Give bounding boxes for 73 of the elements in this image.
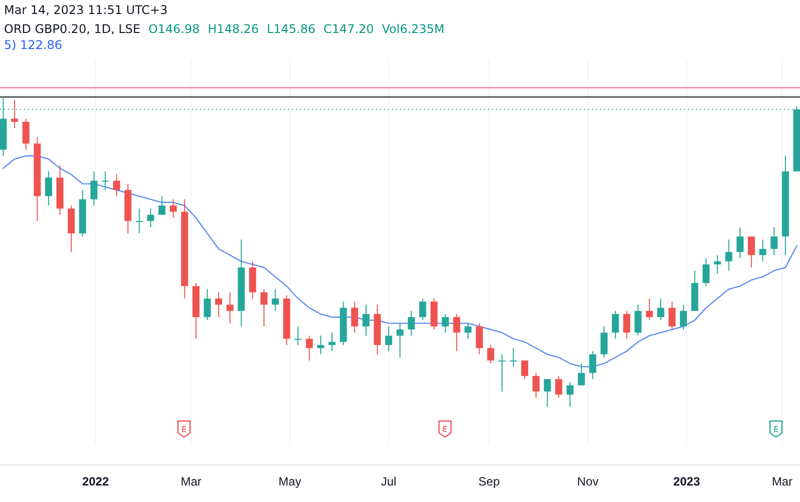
candlestick (487, 344, 494, 364)
candlestick (419, 298, 426, 321)
chart-title: ORD GBP0.20, 1D, LSE (4, 22, 140, 36)
candlestick (226, 292, 234, 324)
candlestick (294, 326, 302, 346)
x-tick-label: Jul (380, 474, 396, 489)
candlestick (147, 208, 154, 228)
candlestick (385, 326, 392, 352)
candlestick (680, 304, 687, 330)
candlestick (532, 372, 540, 398)
text: E (442, 425, 448, 434)
text: 5) 122.86 (4, 38, 62, 52)
candlestick (442, 314, 449, 334)
text: E (181, 425, 187, 434)
candlestick (600, 326, 608, 358)
candlestick (260, 288, 268, 327)
candlestick (521, 360, 528, 380)
candlestick (578, 363, 585, 386)
text: H148.26 (208, 22, 259, 36)
candlestick (272, 288, 279, 312)
candlestick (45, 170, 52, 206)
candlestick (623, 310, 630, 340)
x-tick-label: Mar (180, 474, 202, 489)
candlestick (714, 254, 721, 274)
candlestick (668, 301, 676, 330)
candlestick (328, 332, 336, 352)
text: C147.20 (323, 22, 374, 36)
candlestick (170, 198, 177, 218)
candlestick (102, 170, 109, 190)
candlestick (589, 350, 596, 380)
candlestick (215, 292, 222, 318)
x-tick-label: 2023 (673, 474, 700, 489)
candlestick (306, 335, 313, 361)
candlestick (204, 288, 211, 321)
candlestick (90, 170, 98, 206)
text: Vol6.235M (382, 22, 445, 36)
candlestick (22, 118, 30, 150)
candlestick (113, 174, 120, 197)
candlestick (317, 335, 324, 355)
candlestick (634, 304, 642, 336)
x-tick-label: Nov (577, 474, 599, 489)
candlestick (702, 258, 710, 287)
candlestick (362, 304, 370, 336)
candlestick (759, 239, 766, 262)
x-tick-label: Mar (772, 474, 793, 489)
candlestick (498, 354, 506, 392)
candlestick (657, 298, 664, 321)
candlestick (158, 196, 166, 216)
candlestick (770, 226, 778, 256)
x-tick-label: May (278, 474, 302, 489)
candlestick (453, 314, 460, 352)
text: O146.98 (148, 22, 200, 36)
candlestick (408, 310, 415, 336)
candlestick (725, 239, 732, 272)
candlestick (396, 322, 404, 358)
candlestick (555, 376, 562, 398)
candlestick (476, 322, 483, 355)
candlestick (11, 100, 18, 128)
x-tick-label: Sep (478, 474, 500, 489)
candlestick (464, 322, 472, 340)
text: E (773, 425, 779, 434)
candlestick (748, 236, 755, 268)
candlestick (510, 348, 517, 368)
candlestick (646, 298, 653, 321)
candlestick (544, 378, 551, 408)
candlestick (566, 382, 574, 408)
candlestick (351, 301, 358, 334)
candlestick (136, 208, 143, 234)
candlestick (612, 310, 619, 340)
candlestick (736, 226, 744, 259)
chart-subtitle: Mar 14, 2023 11:51 UTC+3 (4, 3, 168, 17)
x-tick-label: 2022 (82, 474, 110, 489)
text: L145.86 (266, 22, 316, 36)
